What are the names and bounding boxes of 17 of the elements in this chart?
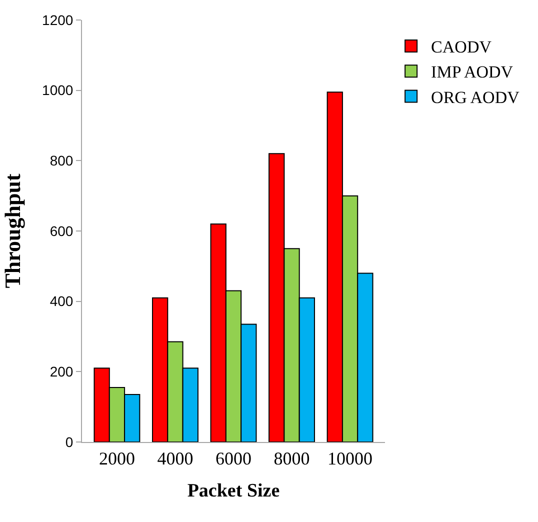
y-tick-label: 600: [50, 222, 74, 239]
x-axis-title: Packet Size: [187, 480, 280, 502]
y-tick-label: 800: [50, 152, 74, 169]
x-tick-label: 10000: [328, 448, 373, 469]
y-tick-label: 400: [50, 293, 74, 310]
legend-label: ORG AODV: [431, 88, 520, 107]
x-tick-label: 4000: [157, 448, 194, 469]
x-tick-label: 6000: [216, 448, 252, 469]
legend-label: CAODV: [431, 38, 492, 57]
x-tick-label: 8000: [274, 448, 310, 469]
y-tick-label: 200: [50, 364, 74, 380]
y-tick-label: 1000: [42, 82, 74, 98]
legend-label: IMP AODV: [431, 62, 514, 82]
x-tick-label: 2000: [98, 448, 135, 469]
y-tick-label: 0: [65, 434, 74, 450]
y-tick-label: 1200: [42, 12, 74, 28]
y-axis-title: Throughput: [0, 173, 25, 288]
